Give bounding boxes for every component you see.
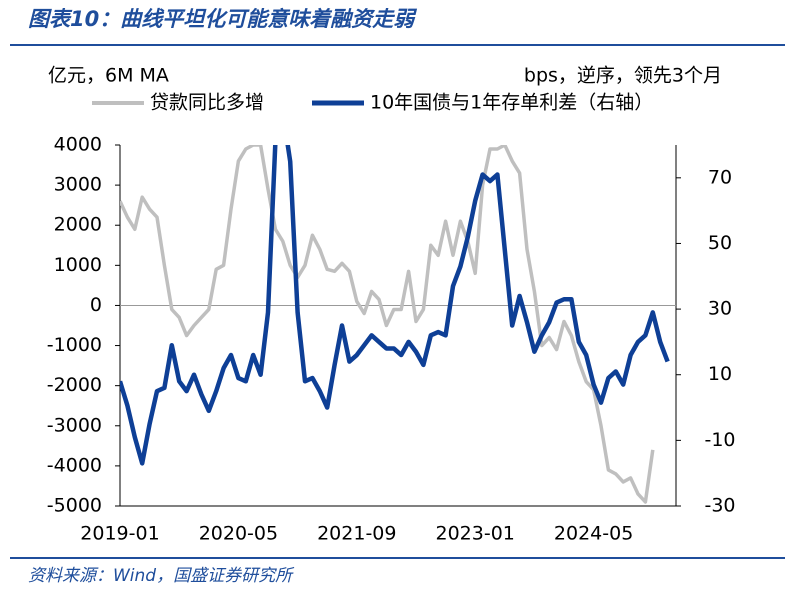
y2-tick-label: -30 (704, 495, 735, 517)
y2-tick-label: 50 (708, 232, 732, 254)
x-tick-label: 2023-01 (436, 523, 515, 545)
legend-label: 贷款同比多增 (150, 92, 264, 114)
y2-axis-label: bps，逆序，领先3个月 (524, 65, 722, 87)
y-tick-label: 0 (90, 294, 102, 316)
series-line (120, 145, 655, 504)
y-tick-label: 2000 (54, 214, 102, 236)
y-axis-label: 亿元，6M MA (48, 65, 169, 87)
y-tick-label: 3000 (54, 174, 102, 196)
y2-tick-label: 10 (708, 363, 732, 385)
y2-tick-label: -10 (704, 429, 735, 451)
y-tick-label: -3000 (47, 414, 102, 436)
y-tick-label: -4000 (47, 454, 102, 476)
x-tick-label: 2021-09 (317, 523, 396, 545)
y-tick-label: 1000 (54, 254, 102, 276)
source: 资料来源：Wind，国盛证券研究所 (28, 566, 295, 586)
y-tick-label: -5000 (47, 495, 102, 517)
chart-title: 图表10：曲线平坦化可能意味着融资走弱 (28, 7, 417, 31)
y-tick-label: -1000 (47, 334, 102, 356)
legend-label: 10年国债与1年存单利差（右轴） (370, 92, 653, 114)
y2-tick-label: 30 (708, 298, 732, 320)
x-tick-label: 2020-05 (199, 523, 278, 545)
y-tick-label: -2000 (47, 374, 102, 396)
y-tick-label: 4000 (54, 134, 102, 156)
x-tick-label: 2024-05 (554, 523, 633, 545)
x-tick-label: 2019-01 (80, 523, 159, 545)
y2-tick-label: 70 (708, 166, 732, 188)
series-line (120, 145, 670, 466)
